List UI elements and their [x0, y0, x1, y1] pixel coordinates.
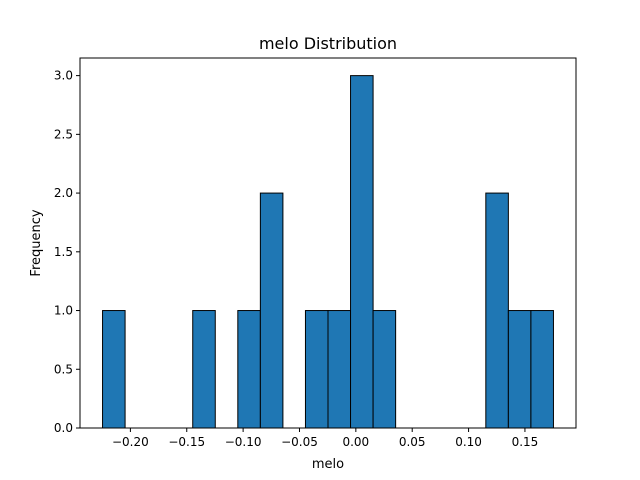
- histogram-bar: [507, 310, 532, 429]
- histogram-bar: [350, 75, 374, 429]
- chart-title: melo Distribution: [259, 34, 397, 53]
- x-tick-label: −0.05: [281, 435, 318, 449]
- y-axis-ticks: 0.0 0.5 1.0 1.5 2.0 2.5 3.0: [54, 69, 80, 435]
- y-tick-label: 0.5: [54, 362, 73, 376]
- x-tick-label: 0.15: [512, 435, 539, 449]
- plot-frame: [79, 57, 577, 429]
- histogram-bar: [372, 310, 397, 429]
- histogram-bar: [237, 310, 261, 429]
- x-tick-label: −0.10: [225, 435, 262, 449]
- y-tick-label: 1.0: [54, 304, 73, 318]
- y-tick-label: 0.0: [54, 421, 73, 435]
- histogram-bar: [259, 192, 284, 429]
- histogram-bar: [327, 310, 352, 429]
- histogram-bar: [192, 310, 216, 429]
- histogram-bar: [102, 310, 126, 429]
- bars-group: [102, 75, 554, 429]
- x-tick-label: 0.10: [455, 435, 482, 449]
- y-axis-label: Frequency: [29, 209, 44, 276]
- x-tick-label: 0.00: [342, 435, 369, 449]
- x-tick-label: 0.05: [399, 435, 426, 449]
- histogram-bar: [304, 310, 329, 429]
- y-tick-label: 1.5: [54, 245, 73, 259]
- x-axis-ticks: −0.20 −0.15 −0.10 −0.05 0.00 0.05 0.10 0.15: [112, 428, 538, 449]
- y-tick-label: 2.5: [54, 127, 73, 141]
- histogram-bar: [485, 192, 509, 429]
- histogram-bar: [530, 310, 554, 429]
- x-tick-label: −0.15: [168, 435, 205, 449]
- x-tick-label: −0.20: [112, 435, 149, 449]
- y-tick-label: 3.0: [54, 69, 73, 83]
- y-tick-label: 2.0: [54, 186, 73, 200]
- x-axis-label: melo: [312, 457, 344, 472]
